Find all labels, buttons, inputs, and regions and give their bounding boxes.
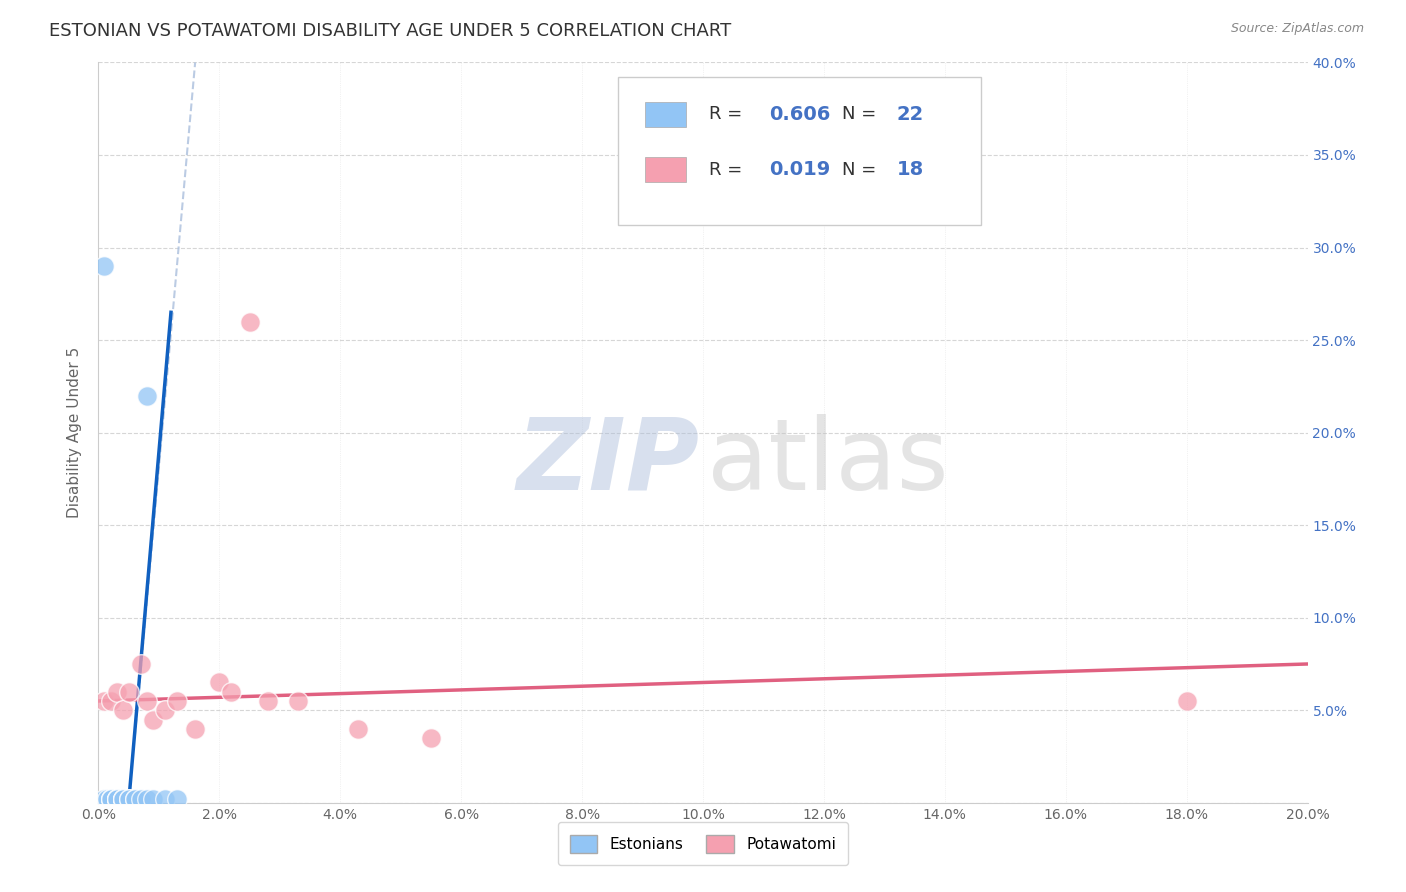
FancyBboxPatch shape bbox=[645, 102, 686, 127]
Point bbox=[105, 792, 128, 806]
Text: 18: 18 bbox=[897, 161, 924, 179]
Point bbox=[105, 685, 128, 699]
Text: N =: N = bbox=[842, 161, 882, 178]
Text: 0.606: 0.606 bbox=[769, 104, 831, 124]
Point bbox=[111, 703, 134, 717]
Point bbox=[93, 259, 115, 273]
Point bbox=[153, 792, 176, 806]
Text: R =: R = bbox=[709, 161, 748, 178]
FancyBboxPatch shape bbox=[645, 157, 686, 182]
Point bbox=[287, 694, 309, 708]
Point bbox=[118, 685, 141, 699]
Point bbox=[96, 792, 118, 806]
Point bbox=[124, 792, 146, 806]
Point bbox=[100, 694, 122, 708]
Point bbox=[118, 792, 141, 806]
Point bbox=[256, 694, 278, 708]
Point bbox=[93, 792, 115, 806]
Point bbox=[142, 792, 165, 806]
Point bbox=[1175, 694, 1198, 708]
Point bbox=[166, 792, 188, 806]
Point bbox=[100, 792, 122, 806]
Point bbox=[135, 792, 157, 806]
Point bbox=[93, 694, 115, 708]
Point bbox=[105, 792, 128, 806]
Text: ESTONIAN VS POTAWATOMI DISABILITY AGE UNDER 5 CORRELATION CHART: ESTONIAN VS POTAWATOMI DISABILITY AGE UN… bbox=[49, 22, 731, 40]
Text: Source: ZipAtlas.com: Source: ZipAtlas.com bbox=[1230, 22, 1364, 36]
Point bbox=[100, 792, 122, 806]
Point bbox=[347, 722, 370, 736]
Text: atlas: atlas bbox=[707, 414, 948, 511]
Point bbox=[420, 731, 443, 745]
Point bbox=[153, 703, 176, 717]
Point bbox=[129, 657, 152, 671]
Point bbox=[105, 792, 128, 806]
Point bbox=[111, 792, 134, 806]
Point bbox=[184, 722, 207, 736]
Point bbox=[239, 314, 262, 328]
Point bbox=[166, 694, 188, 708]
Point bbox=[129, 792, 152, 806]
Point bbox=[111, 792, 134, 806]
Text: ZIP: ZIP bbox=[516, 414, 699, 511]
Point bbox=[135, 388, 157, 402]
Point bbox=[111, 792, 134, 806]
Text: 0.019: 0.019 bbox=[769, 161, 831, 179]
Point bbox=[118, 792, 141, 806]
Point bbox=[142, 713, 165, 727]
Point bbox=[111, 792, 134, 806]
Point bbox=[221, 685, 243, 699]
Point bbox=[124, 792, 146, 806]
Y-axis label: Disability Age Under 5: Disability Age Under 5 bbox=[67, 347, 83, 518]
Text: N =: N = bbox=[842, 105, 882, 123]
Text: R =: R = bbox=[709, 105, 748, 123]
FancyBboxPatch shape bbox=[619, 78, 981, 226]
Legend: Estonians, Potawatomi: Estonians, Potawatomi bbox=[558, 822, 848, 865]
Text: 22: 22 bbox=[897, 104, 924, 124]
Point bbox=[105, 792, 128, 806]
Point bbox=[100, 792, 122, 806]
Point bbox=[208, 675, 231, 690]
Point bbox=[135, 694, 157, 708]
